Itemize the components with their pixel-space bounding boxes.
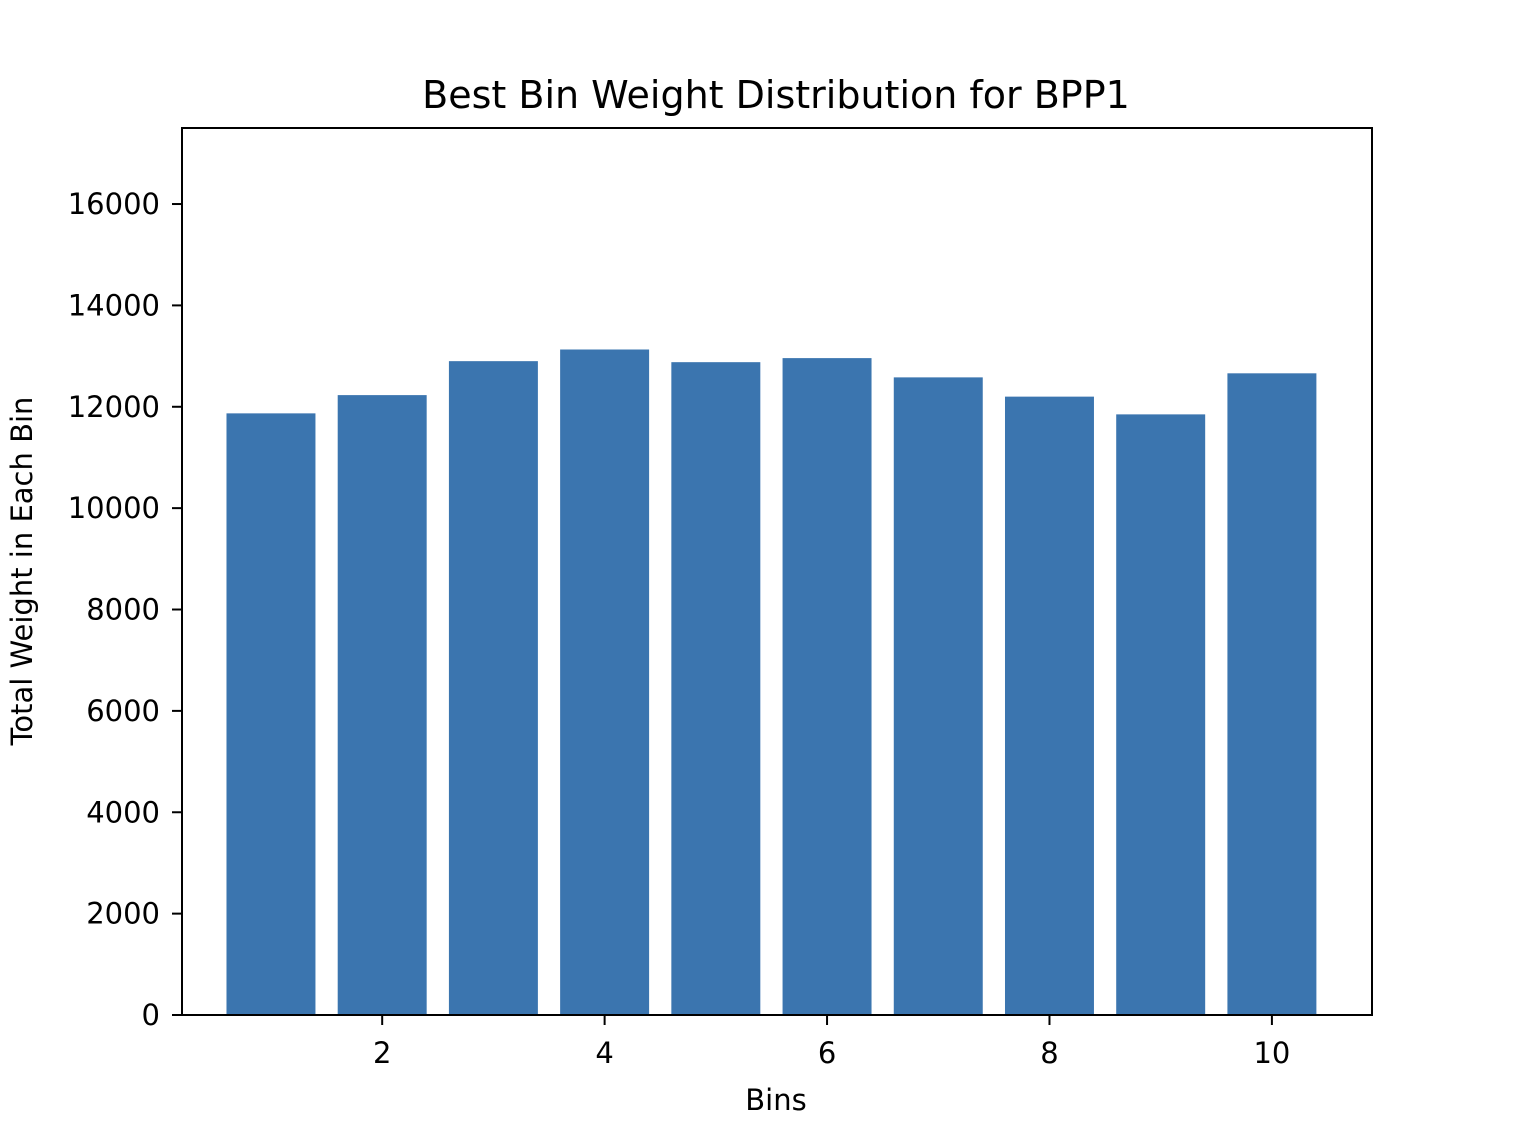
x-tick-label: 6 [818, 1036, 836, 1070]
y-tick-label: 8000 [86, 593, 160, 627]
bar-bin-1 [226, 413, 316, 1015]
bar-bin-3 [448, 361, 538, 1015]
y-tick-label: 10000 [68, 491, 160, 525]
y-axis-ticks: 0 2000 4000 6000 8000 10000 12000 14000 16000 [68, 187, 182, 1032]
bar-bin-6 [782, 358, 872, 1015]
bar-bin-4 [560, 349, 650, 1015]
y-tick-label: 14000 [68, 288, 160, 322]
y-tick-label: 6000 [86, 694, 160, 728]
x-tick-label: 4 [595, 1036, 613, 1070]
x-axis-label: Bins [745, 1083, 806, 1117]
bar-bin-10 [1227, 373, 1317, 1015]
bar-bin-8 [1004, 396, 1094, 1015]
x-tick-label: 2 [373, 1036, 391, 1070]
y-tick-label: 2000 [86, 897, 160, 931]
x-tick-label: 8 [1040, 1036, 1058, 1070]
y-tick-label: 16000 [68, 187, 160, 221]
plot-frame [181, 127, 1373, 1016]
bar-bin-7 [893, 377, 983, 1015]
bar-bin-5 [671, 362, 761, 1016]
x-axis-ticks: 2 4 6 8 10 [373, 1015, 1290, 1070]
bars-group [226, 349, 1317, 1016]
chart-title: Best Bin Weight Distribution for BPP1 [422, 73, 1130, 117]
y-axis-label: Total Weight in Each Bin [5, 397, 39, 747]
y-tick-label: 12000 [68, 390, 160, 424]
y-tick-label: 4000 [86, 795, 160, 829]
bar-bin-2 [337, 395, 427, 1015]
bar-bin-9 [1116, 414, 1206, 1016]
x-tick-label: 10 [1253, 1036, 1290, 1070]
y-tick-label: 0 [142, 998, 160, 1032]
